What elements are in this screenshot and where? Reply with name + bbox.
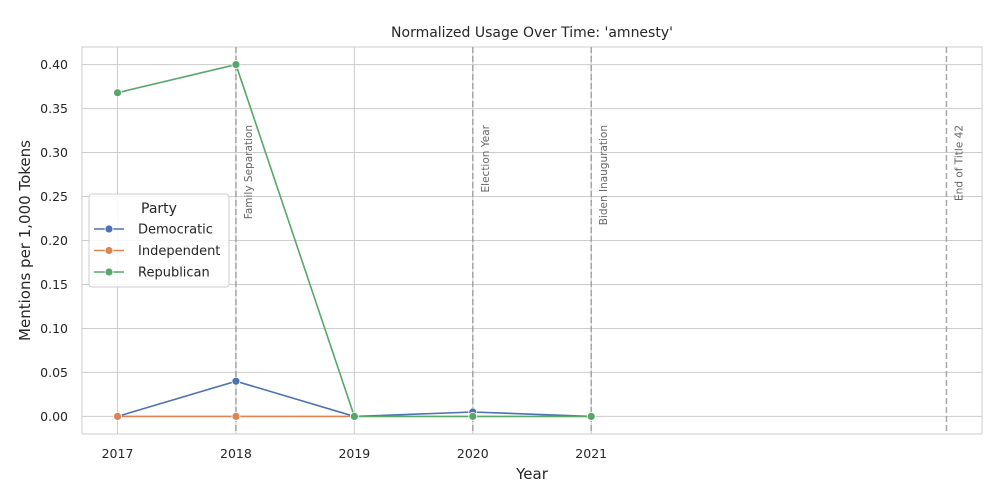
event-label: End of Title 42: [953, 125, 965, 201]
y-tick-label: 0.15: [40, 277, 68, 292]
data-point: [113, 412, 122, 421]
legend-marker: [104, 267, 114, 277]
y-tick-label: 0.05: [40, 365, 68, 380]
legend-marker: [104, 224, 114, 234]
y-tick-label: 0.10: [40, 321, 68, 336]
legend-box: [88, 193, 230, 288]
y-tick-label: 0.00: [40, 409, 68, 424]
plot-area: [81, 46, 983, 435]
y-tick-label: 0.30: [40, 145, 68, 160]
series-independent: [113, 412, 359, 421]
series-lines: [113, 60, 596, 421]
series-republican: [113, 60, 596, 421]
data-point: [468, 412, 478, 421]
legend-label: Independent: [138, 244, 220, 259]
data-point: [349, 412, 359, 421]
legend-label: Democratic: [138, 223, 213, 238]
x-tick-label: 2019: [338, 446, 370, 461]
y-tick-label: 0.35: [40, 101, 68, 116]
x-tick-label: 2020: [457, 446, 489, 461]
x-tick-label: 2021: [575, 446, 607, 461]
legend-item: Independent: [94, 244, 220, 259]
x-axis-label: Year: [515, 465, 549, 483]
legend-item: Democratic: [94, 223, 213, 238]
y-axis-label: Mentions per 1,000 Tokens: [16, 140, 34, 341]
legend-title: Party: [141, 201, 177, 217]
tick-labels: 0.00 0.05 0.10 0.15 0.20 0.25 0.30 0.35 0.40 2017…: [40, 57, 607, 461]
y-tick-label: 0.20: [40, 233, 68, 248]
x-tick-label: 2017: [102, 446, 134, 461]
x-tick-label: 2018: [220, 446, 252, 461]
event-label: Election Year: [480, 124, 492, 192]
legend-label: Republican: [138, 266, 210, 281]
legend-item: Republican: [94, 266, 210, 281]
data-point: [231, 412, 241, 421]
legend: Party Democratic Independent Republican: [88, 193, 230, 288]
data-point: [586, 412, 596, 421]
data-point: [231, 376, 241, 386]
event-label: Biden Inauguration: [598, 125, 610, 225]
chart-title: Normalized Usage Over Time: 'amnesty': [391, 25, 673, 41]
event-label: Family Separation: [243, 125, 255, 219]
event-markers: Family Separation Election Year Biden Inau…: [235, 47, 965, 434]
y-tick-label: 0.40: [40, 57, 68, 72]
data-point: [231, 60, 241, 69]
y-tick-label: 0.25: [40, 189, 68, 204]
legend-marker: [104, 246, 114, 255]
data-point: [113, 88, 122, 98]
